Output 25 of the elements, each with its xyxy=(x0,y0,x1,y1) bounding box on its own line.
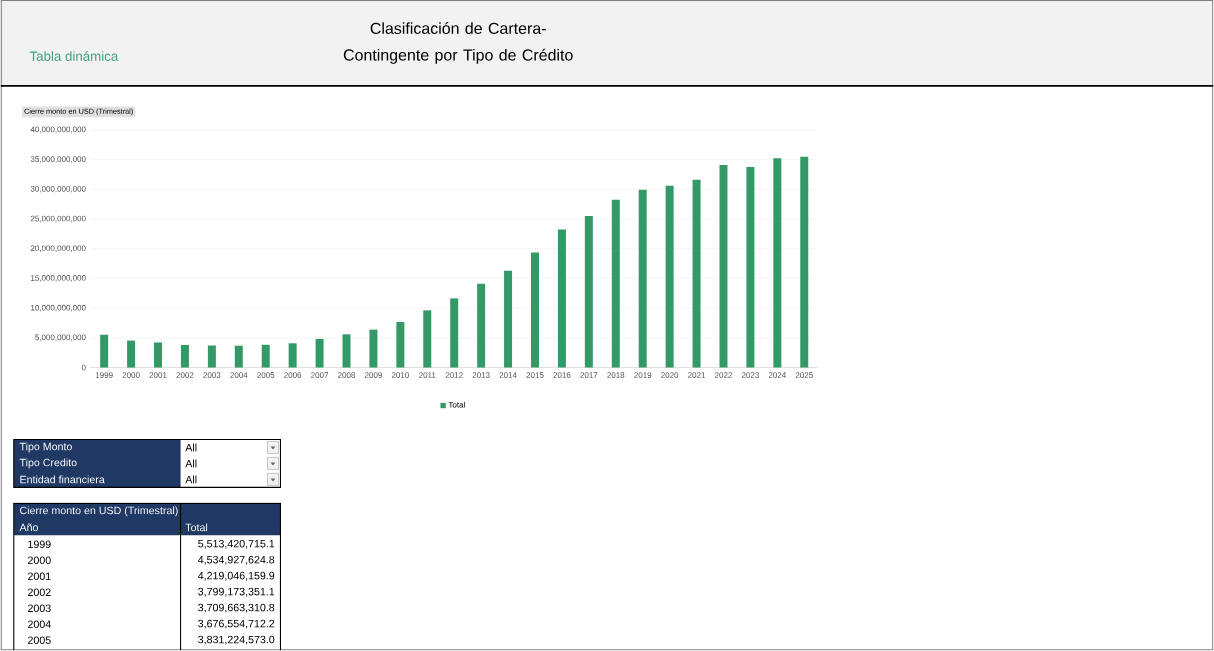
category-label: 2003 xyxy=(28,604,51,613)
text: Tabla dinámica xyxy=(29,51,119,62)
text: 4,534,927,624.8 xyxy=(197,556,275,565)
category-label: 2004 xyxy=(28,620,51,629)
text: 3,676,554,712.2 xyxy=(198,619,275,629)
text: Tipo Monto xyxy=(19,442,72,453)
category-label: 1999 xyxy=(28,540,51,549)
category-label: 2005 xyxy=(28,636,51,645)
category-label: 2001 xyxy=(28,572,51,581)
text: 3,799,173,351.1 xyxy=(198,588,275,597)
text: Entidad financiera xyxy=(20,475,105,484)
text: Total xyxy=(185,523,208,532)
text: All xyxy=(185,475,197,484)
chart-title: Clasificación de Cartera-Contingente por Tipo de Crédito xyxy=(343,22,573,64)
text: Año xyxy=(19,523,38,532)
text: All xyxy=(185,459,197,468)
text: Cierre monto en USD (Trimestral) xyxy=(20,506,178,517)
category-label: 2000 xyxy=(28,556,51,565)
text: 3,831,224,573.0 xyxy=(198,635,275,645)
category-label: 2002 xyxy=(28,588,51,597)
text: Tipo Credito xyxy=(19,458,77,469)
text: 4,219,046,159.9 xyxy=(197,572,275,581)
text: All xyxy=(185,443,197,452)
text: 3,709,663,310.8 xyxy=(198,603,275,613)
text: 5,513,420,715.1 xyxy=(198,540,275,549)
